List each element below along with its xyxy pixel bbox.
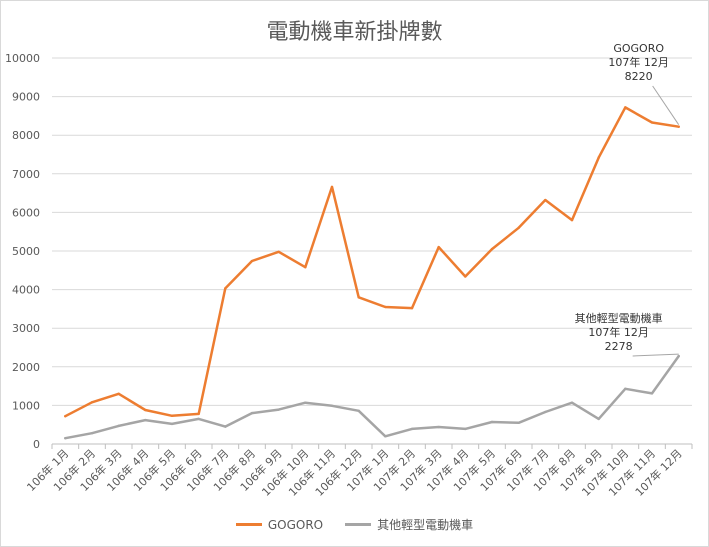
legend-swatch-gogoro [235, 523, 262, 526]
data-point [117, 392, 120, 396]
callout-label: 107年 12月 [588, 325, 649, 339]
data-point [64, 437, 67, 440]
data-point [490, 247, 494, 251]
callout-leader-line [652, 85, 680, 125]
chart-legend: GOGORO 其他輕型電動機車 [0, 516, 709, 533]
data-point [224, 287, 227, 290]
data-point [384, 435, 387, 438]
data-point [144, 408, 147, 412]
data-point [357, 296, 360, 299]
data-point [517, 421, 520, 424]
callout-label: GOGORO [613, 42, 664, 55]
data-point [144, 418, 147, 422]
data-point [224, 425, 227, 428]
callout-leader-line [632, 353, 679, 357]
data-point [197, 412, 200, 416]
callout-label: 8220 [625, 70, 653, 83]
legend-label-others: 其他輕型電動機車 [377, 518, 474, 532]
data-point [117, 424, 120, 428]
data-point [90, 401, 94, 404]
data-point [277, 250, 280, 253]
series-line-others [64, 354, 680, 440]
data-point [410, 427, 414, 431]
callout-label: 其他輕型電動機車 [575, 311, 663, 325]
y-tick-label: 9000 [12, 91, 40, 104]
y-tick-label: 2000 [12, 361, 40, 374]
data-point [650, 121, 654, 124]
y-tick-label: 4000 [12, 284, 40, 297]
y-tick-label: 7000 [12, 168, 40, 181]
data-point [597, 156, 600, 159]
data-point [250, 411, 254, 415]
data-point [650, 392, 654, 395]
data-point [170, 414, 174, 418]
data-point [490, 420, 494, 424]
data-point [197, 417, 200, 421]
data-point [304, 401, 307, 404]
data-point [410, 306, 414, 310]
data-point [330, 185, 334, 189]
data-point [517, 226, 520, 230]
data-point [330, 404, 334, 407]
data-point [544, 410, 547, 414]
data-point [464, 275, 467, 278]
chart-title: 電動機車新掛牌數 [266, 20, 443, 45]
data-point [624, 106, 627, 109]
y-tick-label: 0 [33, 438, 40, 451]
data-point [304, 266, 307, 269]
y-tick-label: 10000 [5, 52, 40, 65]
data-point [250, 259, 254, 263]
data-point [677, 354, 680, 358]
data-point [544, 198, 547, 202]
data-point [90, 431, 94, 435]
legend-item-gogoro: GOGORO [235, 517, 324, 532]
data-point [437, 245, 440, 249]
legend-label-gogoro: GOGORO [267, 517, 324, 532]
data-point [277, 408, 280, 411]
data-point [64, 415, 67, 418]
series-line-gogoro [64, 106, 680, 418]
y-tick-label: 3000 [12, 322, 40, 335]
data-point [597, 417, 600, 421]
y-tick-label: 1000 [12, 399, 40, 412]
data-point [170, 422, 174, 426]
y-tick-label: 6000 [12, 206, 40, 219]
data-point [437, 425, 440, 429]
data-point [357, 409, 360, 413]
callout-label: 107年 12月 [608, 55, 669, 69]
y-tick-label: 5000 [12, 245, 40, 258]
data-point [624, 387, 627, 391]
data-point [464, 427, 467, 431]
legend-swatch-others [345, 523, 372, 526]
legend-item-others: 其他輕型電動機車 [345, 516, 473, 533]
data-point [677, 125, 680, 128]
data-point [570, 401, 574, 404]
y-tick-label: 8000 [12, 129, 40, 142]
data-point [384, 305, 387, 309]
data-point [570, 218, 574, 222]
callout-label: 2278 [605, 340, 633, 353]
